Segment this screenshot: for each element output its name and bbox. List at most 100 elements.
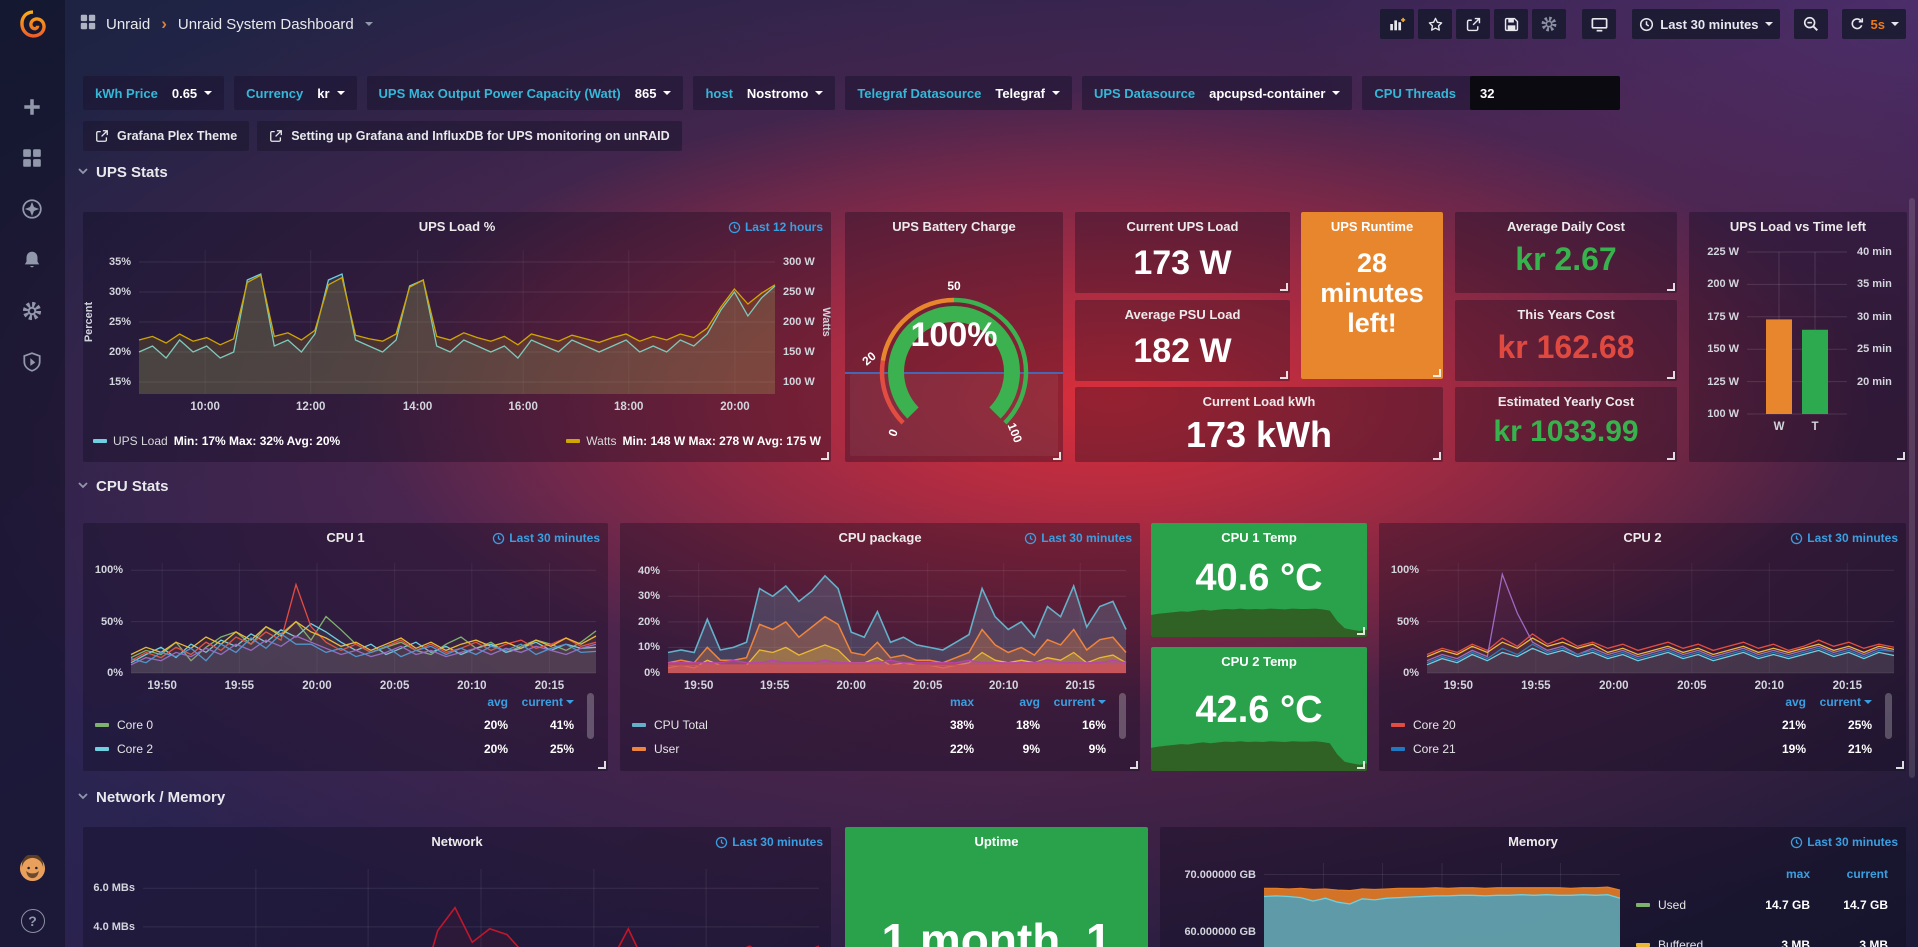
row-header-network-memory[interactable]: Network / Memory <box>77 789 225 806</box>
variable-host[interactable]: host Nostromo <box>693 76 836 110</box>
panel-time-override[interactable]: Last 30 minutes <box>715 835 823 849</box>
legend-col-sort[interactable]: current <box>1040 695 1106 709</box>
legend-col[interactable]: avg <box>487 695 508 709</box>
legend-scrollbar[interactable] <box>587 693 594 739</box>
legend-row[interactable]: CPU Total 38% 18% 16% <box>632 713 1128 737</box>
row-header-cpu-stats[interactable]: CPU Stats <box>77 478 169 495</box>
panel-cpu-package-graph[interactable]: CPU package Last 30 minutes max avg curren… <box>620 523 1140 771</box>
panel-title[interactable]: UPS Runtime <box>1330 219 1414 234</box>
legend-row[interactable]: Buffered 3 MB 3 MB <box>1636 925 1892 947</box>
panel-title[interactable]: Uptime <box>974 834 1019 849</box>
panel-title[interactable]: CPU 1 <box>326 530 365 545</box>
dashboards-icon[interactable] <box>21 147 45 171</box>
panel-title[interactable]: Estimated Yearly Cost <box>1497 394 1635 409</box>
panel-time-override[interactable]: Last 12 hours <box>728 220 823 234</box>
legend-col-sort[interactable]: current <box>1806 695 1872 709</box>
configuration-gear-icon[interactable] <box>21 300 45 324</box>
panel-ups-load-vs-time[interactable]: UPS Load vs Time left 225 W 200 W 175 W 150… <box>1689 212 1907 462</box>
panel-title[interactable]: CPU 2 Temp <box>1221 654 1297 669</box>
panel-current-load-kwh[interactable]: Current Load kWh 173 kWh <box>1075 387 1443 462</box>
panel-title[interactable]: This Years Cost <box>1517 307 1615 322</box>
panel-time-override[interactable]: Last 30 minutes <box>1790 835 1898 849</box>
link-grafana-plex-theme[interactable]: Grafana Plex Theme <box>83 121 250 151</box>
server-admin-shield-icon[interactable] <box>21 351 45 375</box>
panel-uptime[interactable]: Uptime 1 month, 1 <box>845 827 1148 947</box>
plot-area[interactable] <box>1747 251 1847 415</box>
legend-row[interactable]: Core 0 20% 41% <box>95 713 596 737</box>
legend-col[interactable]: current <box>1846 867 1888 881</box>
legend-row[interactable]: Core 20 21% 25% <box>1391 713 1894 737</box>
dashboard-scrollbar[interactable] <box>1909 198 1915 778</box>
breadcrumb[interactable]: Unraid › Unraid System Dashboard <box>79 13 373 35</box>
legend-row[interactable]: Used 14.7 GB 14.7 GB <box>1636 885 1892 925</box>
panel-time-override[interactable]: Last 30 minutes <box>492 531 600 545</box>
legend-col[interactable]: max <box>1785 867 1810 881</box>
cpu-threads-input[interactable] <box>1470 76 1621 110</box>
legend-row[interactable]: Core 21 19% 21% <box>1391 737 1894 761</box>
panel-current-ups-load[interactable]: Current UPS Load 173 W <box>1075 212 1290 293</box>
add-panel-button[interactable] <box>1380 9 1415 39</box>
panel-time-override[interactable]: Last 30 minutes <box>1790 531 1898 545</box>
variable-currency[interactable]: Currency kr <box>234 76 357 110</box>
help-icon[interactable]: ? <box>20 909 45 933</box>
panel-this-years-cost[interactable]: This Years Cost kr 162.68 <box>1455 300 1677 381</box>
panel-memory-graph[interactable]: Memory Last 30 minutes max current Used 14… <box>1160 827 1906 947</box>
panel-average-daily-cost[interactable]: Average Daily Cost kr 2.67 <box>1455 212 1677 293</box>
zoom-out-button[interactable] <box>1793 9 1828 39</box>
panel-average-psu-load[interactable]: Average PSU Load 182 W <box>1075 300 1290 381</box>
panel-time-override[interactable]: Last 30 minutes <box>1024 531 1132 545</box>
panel-estimated-yearly-cost[interactable]: Estimated Yearly Cost kr 1033.99 <box>1455 387 1677 462</box>
legend-scrollbar[interactable] <box>1119 693 1126 739</box>
grafana-logo-icon[interactable] <box>0 0 65 48</box>
panel-cpu1-temp[interactable]: CPU 1 Temp 40.6 °C <box>1151 523 1367 637</box>
row-header-ups-stats[interactable]: UPS Stats <box>77 164 168 181</box>
share-button[interactable] <box>1456 9 1491 39</box>
panel-title[interactable]: Average PSU Load <box>1124 307 1241 322</box>
panel-title[interactable]: Current Load kWh <box>1202 394 1316 409</box>
legend-col-sort[interactable]: current <box>508 695 574 709</box>
panel-cpu2-temp[interactable]: CPU 2 Temp 42.6 °C <box>1151 647 1367 771</box>
panel-title[interactable]: Current UPS Load <box>1126 219 1239 234</box>
alerting-bell-icon[interactable] <box>21 249 45 273</box>
legend-row[interactable]: Core 2 20% 25% <box>95 737 596 761</box>
panel-title[interactable]: UPS Battery Charge <box>892 219 1016 234</box>
panel-title[interactable]: Network <box>431 834 483 849</box>
panel-title[interactable]: CPU 1 Temp <box>1221 530 1297 545</box>
legend-item[interactable]: UPS Load Min: 17% Max: 32% Avg: 20% <box>93 434 340 448</box>
variable-ups-max-power[interactable]: UPS Max Output Power Capacity (Watt) 865 <box>366 76 684 110</box>
title-caret-icon[interactable] <box>364 22 373 26</box>
panel-title[interactable]: CPU package <box>838 530 922 545</box>
legend-item[interactable]: Watts Min: 148 W Max: 278 W Avg: 175 W <box>566 434 821 448</box>
plot-area[interactable] <box>1263 863 1621 947</box>
plot-area[interactable] <box>143 869 820 947</box>
variable-ups-datasource[interactable]: UPS Datasource apcupsd-container <box>1081 76 1353 110</box>
variable-kwh-price[interactable]: kWh Price 0.65 <box>83 76 225 110</box>
panel-ups-battery-gauge[interactable]: UPS Battery Charge 0 20 50 100 100% <box>845 212 1063 462</box>
panel-title[interactable]: UPS Load % <box>418 219 496 234</box>
time-range-picker[interactable]: Last 30 minutes <box>1632 9 1780 39</box>
plot-area[interactable] <box>1426 563 1895 674</box>
legend-row[interactable]: User 22% 9% 9% <box>632 737 1128 761</box>
legend-col[interactable]: avg <box>1785 695 1806 709</box>
explore-compass-icon[interactable] <box>21 198 45 222</box>
legend-col[interactable]: max <box>949 695 974 709</box>
plot-area[interactable] <box>138 250 776 394</box>
plot-area[interactable] <box>667 563 1127 674</box>
dashboard-settings-button[interactable] <box>1532 9 1567 39</box>
page-title[interactable]: Unraid System Dashboard <box>177 15 354 33</box>
panel-cpu2-graph[interactable]: CPU 2 Last 30 minutes avg current Core 20… <box>1379 523 1906 771</box>
legend-col[interactable]: avg <box>1019 695 1040 709</box>
panel-ups-load-graph[interactable]: UPS Load % Last 12 hours Percent Watts U… <box>83 212 832 462</box>
user-avatar[interactable] <box>19 854 46 887</box>
plot-area[interactable] <box>130 563 597 674</box>
variable-telegraf-datasource[interactable]: Telegraf Datasource Telegraf <box>845 76 1072 110</box>
link-ups-monitoring-guide[interactable]: Setting up Grafana and InfluxDB for UPS … <box>257 121 682 151</box>
tv-mode-button[interactable] <box>1582 9 1617 39</box>
panel-title[interactable]: CPU 2 <box>1623 530 1662 545</box>
create-plus-icon[interactable] <box>21 96 45 120</box>
save-button[interactable] <box>1494 9 1529 39</box>
panel-title[interactable]: Average Daily Cost <box>1506 219 1625 234</box>
panel-ups-runtime[interactable]: UPS Runtime 28 minutes left! <box>1301 212 1443 379</box>
